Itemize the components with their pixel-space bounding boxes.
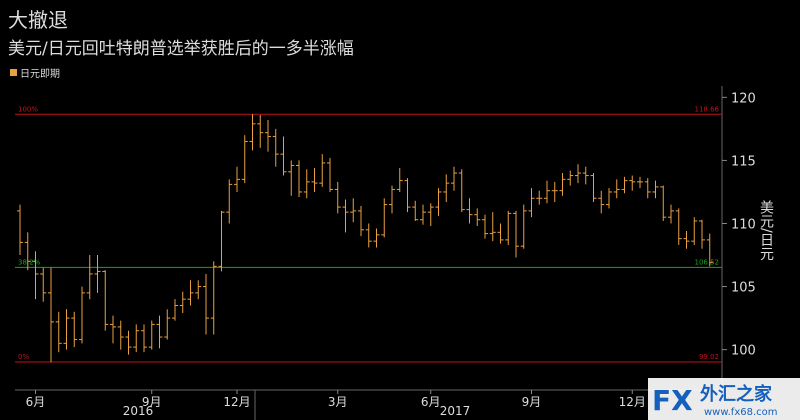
x-tick-label: 9月 xyxy=(522,395,542,409)
x-tick-label: 3月 xyxy=(328,395,348,409)
year-label: 2017 xyxy=(440,404,471,418)
x-tick-label: 12月 xyxy=(223,395,250,409)
watermark-bg xyxy=(648,378,800,420)
watermark-brand: FX xyxy=(652,384,693,417)
y-tick-label: 110 xyxy=(731,217,756,232)
level-pct: 100% xyxy=(18,105,38,113)
legend-swatch xyxy=(10,69,17,76)
level-pct: 0% xyxy=(18,353,29,361)
y-tick-label: 105 xyxy=(731,281,756,296)
x-tick-label: 6月 xyxy=(26,395,46,409)
y-tick-label: 120 xyxy=(731,91,756,106)
chart-title: 大撤退 xyxy=(8,8,68,32)
legend-label: 日元即期 xyxy=(20,68,60,80)
level-value: 99.02 xyxy=(699,353,719,361)
year-label: 2016 xyxy=(123,404,154,418)
x-tick-label: 6月 xyxy=(421,395,441,409)
watermark-url: www.fx68.com xyxy=(704,407,778,418)
watermark-name: 外汇之家 xyxy=(700,383,773,405)
y-tick-label: 115 xyxy=(731,154,756,169)
watermark: FX 外汇之家 www.fx68.com xyxy=(648,378,800,420)
x-tick-label: 9月 xyxy=(142,395,162,409)
x-tick-label: 12月 xyxy=(619,395,646,409)
level-pct: 38.2% xyxy=(18,258,41,266)
level-value: 106.52 xyxy=(695,258,720,266)
level-value: 118.66 xyxy=(695,105,720,113)
y-axis-label: 美元/日元 xyxy=(758,200,774,262)
chart-subtitle: 美元/日元回吐特朗普选举获胜后的一多半涨幅 xyxy=(8,39,354,59)
y-tick-label: 100 xyxy=(731,344,756,359)
